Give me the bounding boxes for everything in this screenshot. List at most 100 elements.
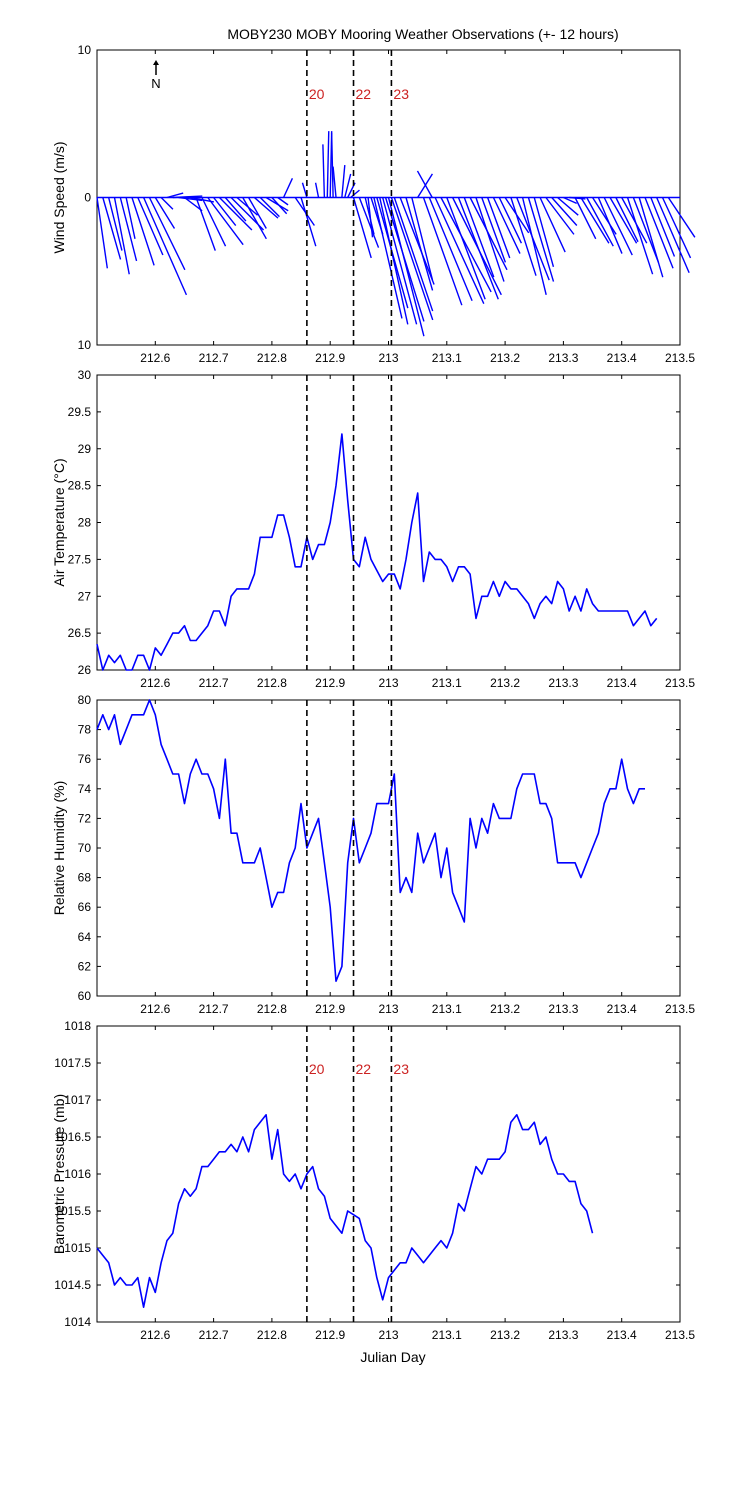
temp-y-tick-label: 26.5 (68, 626, 92, 640)
temp-x-tick-label: 212.8 (257, 676, 287, 690)
wind-vector (393, 197, 434, 312)
pressure-x-tick-label: 213 (378, 1328, 398, 1342)
wind-vector (154, 197, 176, 229)
pressure-x-tick-label: 212.7 (199, 1328, 229, 1342)
wind-x-tick-label: 212.6 (140, 351, 170, 365)
wind-vector (405, 197, 434, 291)
humidity-y-tick-label: 60 (78, 989, 92, 1003)
pressure-y-tick-label: 1017.5 (54, 1056, 91, 1070)
wind-event-marker-label: 23 (393, 86, 409, 102)
temp-y-tick-label: 27 (78, 589, 92, 603)
wind-speed-panel: 212.6 212.7 212.8 212.9 213 213.1 213.2 213.3 21… (51, 43, 696, 365)
wind-vector (510, 197, 537, 276)
humidity-x-tick-label: 212.8 (257, 1002, 287, 1016)
wind-vector (322, 144, 326, 198)
wind-vector (148, 197, 186, 271)
wind-vector (102, 197, 122, 260)
wind-vector (387, 197, 425, 337)
wind-vector (247, 197, 267, 229)
wind-vector (160, 197, 174, 210)
wind-vector (367, 197, 374, 238)
wind-y-tick-label: 0 (84, 191, 91, 205)
temp-x-tick-label: 213.2 (490, 676, 520, 690)
wind-event-marker-label: 20 (309, 86, 325, 102)
pressure-event-marker-label: 20 (309, 1061, 325, 1077)
wind-x-tick-label: 212.9 (315, 351, 345, 365)
wind-vector (277, 196, 289, 206)
wind-vector (125, 197, 136, 239)
temp-y-tick-label: 26 (78, 663, 92, 677)
pressure-series-line (96, 1114, 594, 1308)
x-axis-label: Julian Day (360, 1349, 425, 1365)
wind-vector (481, 197, 507, 263)
wind-vector (411, 197, 434, 281)
air-temperature-panel: 212.6 212.7 212.8 212.9 213 213.1 213.2 213.3 21… (51, 368, 695, 690)
wind-vector (332, 166, 337, 198)
north-arrow-head-icon (153, 60, 159, 65)
humidity-x-tick-label: 213.3 (548, 1002, 578, 1016)
wind-x-tick-label: 213.2 (490, 351, 520, 365)
humidity-y-tick-label: 76 (78, 752, 92, 766)
wind-vector (142, 197, 188, 296)
temp-y-axis-label: Air Temperature (°C) (51, 458, 67, 586)
pressure-event-marker-label: 23 (393, 1061, 409, 1077)
temp-y-tick-label: 28.5 (68, 479, 92, 493)
wind-vector (533, 197, 555, 268)
temp-series-line (96, 433, 658, 671)
pressure-y-axis-label: Barometric Pressure (mb) (51, 1094, 67, 1254)
wind-vector (621, 197, 648, 244)
wind-vector (390, 197, 434, 321)
wind-vector (137, 197, 164, 256)
wind-x-tick-label: 213 (378, 351, 398, 365)
wind-vector (379, 197, 409, 325)
wind-vector (253, 196, 279, 219)
wind-vector (314, 182, 320, 198)
wind-y-axis-label: Wind Speed (m/s) (51, 141, 67, 253)
wind-vector (341, 164, 346, 198)
wind-vector (569, 196, 586, 200)
wind-y-tick-label: 10 (78, 338, 92, 352)
wind-vector (113, 197, 130, 275)
wind-vector (172, 195, 203, 199)
humidity-y-tick-label: 72 (78, 811, 92, 825)
pressure-y-tick-label: 1015.5 (54, 1204, 91, 1218)
wind-vector (586, 197, 614, 247)
humidity-x-tick-label: 212.7 (199, 1002, 229, 1016)
pressure-y-tick-label: 1015 (64, 1241, 91, 1255)
humidity-series-line (96, 699, 645, 983)
temp-x-tick-label: 213.1 (432, 676, 462, 690)
wind-event-marker-label: 22 (356, 86, 372, 102)
pressure-x-tick-label: 213.1 (432, 1328, 462, 1342)
pressure-y-tick-label: 1017 (64, 1093, 91, 1107)
humidity-x-tick-label: 212.6 (140, 1002, 170, 1016)
temp-y-tick-label: 29.5 (68, 405, 92, 419)
humidity-x-tick-label: 213.2 (490, 1002, 520, 1016)
humidity-y-tick-label: 80 (78, 693, 92, 707)
pressure-event-marker-label: 22 (356, 1061, 372, 1077)
wind-vector (271, 197, 288, 215)
wind-vector (463, 197, 495, 278)
wind-x-tick-label: 213.5 (665, 351, 695, 365)
wind-y-tick-label: 10 (78, 43, 92, 57)
pressure-x-tick-label: 212.9 (315, 1328, 345, 1342)
temp-y-tick-label: 30 (78, 368, 92, 382)
wind-vector (350, 189, 360, 199)
wind-vector (551, 197, 578, 226)
wind-vector (131, 197, 155, 266)
wind-vector (475, 197, 505, 282)
wind-vector (486, 197, 511, 259)
temp-y-tick-label: 28 (78, 516, 92, 530)
wind-vector (557, 196, 579, 216)
temp-x-tick-label: 212.9 (315, 676, 345, 690)
wind-vector (178, 196, 203, 202)
wind-vector (440, 197, 492, 293)
wind-vector (632, 197, 660, 263)
pressure-x-tick-label: 213.4 (607, 1328, 637, 1342)
temp-y-tick-label: 29 (78, 442, 92, 456)
humidity-x-tick-label: 213 (378, 1002, 398, 1016)
wind-x-tick-label: 212.7 (199, 351, 229, 365)
wind-vector (527, 197, 555, 282)
wind-vector (330, 132, 334, 198)
wind-vector (626, 197, 654, 275)
wind-vector (603, 197, 633, 256)
